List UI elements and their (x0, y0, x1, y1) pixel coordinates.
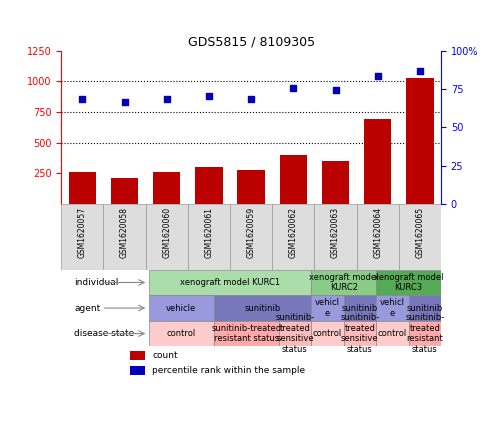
Text: GSM1620062: GSM1620062 (289, 207, 298, 258)
Bar (279, 321, 311, 346)
Point (374, 73, 382, 80)
Bar (111, 178, 138, 204)
Bar (195, 167, 222, 204)
Bar (214, 295, 311, 321)
Bar (376, 295, 409, 321)
Bar (315, 204, 357, 270)
Point (247, 96, 255, 102)
Bar (409, 295, 441, 321)
Text: percentile rank within the sample: percentile rank within the sample (152, 366, 306, 375)
Bar (343, 321, 376, 346)
Bar (214, 321, 279, 346)
Text: xenograft model KURC1: xenograft model KURC1 (180, 278, 280, 287)
Bar (149, 295, 214, 321)
Point (163, 96, 171, 102)
Point (290, 85, 297, 92)
Text: control: control (378, 329, 407, 338)
Bar (376, 270, 441, 295)
Text: sunitinib-
treated
resistant
status: sunitinib- treated resistant status (405, 313, 444, 354)
Bar (280, 155, 307, 204)
Text: sunitinib: sunitinib (245, 304, 281, 313)
Text: vehicl
e: vehicl e (315, 298, 340, 318)
Text: sunitinib-treated
resistant status: sunitinib-treated resistant status (211, 324, 281, 343)
Text: GSM1620063: GSM1620063 (331, 207, 340, 258)
Bar (129, 351, 145, 360)
Text: control: control (167, 329, 196, 338)
Bar (129, 366, 145, 375)
Bar (322, 160, 349, 204)
Title: GDS5815 / 8109305: GDS5815 / 8109305 (188, 35, 315, 48)
Point (205, 93, 213, 99)
Text: disease state: disease state (74, 329, 134, 338)
Bar (343, 295, 376, 321)
Text: GSM1620060: GSM1620060 (162, 207, 171, 258)
Bar (230, 204, 272, 270)
Bar (103, 204, 146, 270)
Bar (149, 270, 311, 295)
Bar (146, 204, 188, 270)
Text: control: control (313, 329, 342, 338)
Point (78, 96, 86, 102)
Bar (311, 270, 376, 295)
Text: sunitinib-
treated
sensitive
status: sunitinib- treated sensitive status (275, 313, 315, 354)
Text: sunitinib: sunitinib (407, 304, 443, 313)
Point (416, 68, 424, 75)
Bar (69, 173, 96, 204)
Text: vehicl
e: vehicl e (380, 298, 405, 318)
Text: count: count (152, 351, 178, 360)
Text: xenograft model
KURC2: xenograft model KURC2 (309, 273, 378, 292)
Bar (406, 78, 434, 204)
Bar (409, 321, 441, 346)
Text: sunitinib-
treated
sensitive
status: sunitinib- treated sensitive status (340, 313, 379, 354)
Bar (272, 204, 315, 270)
Point (121, 99, 128, 105)
Bar (357, 204, 399, 270)
Text: GSM1620057: GSM1620057 (78, 207, 87, 258)
Bar (188, 204, 230, 270)
Text: GSM1620064: GSM1620064 (373, 207, 382, 258)
Point (332, 86, 340, 93)
Text: agent: agent (74, 304, 100, 313)
Bar (311, 295, 343, 321)
Text: GSM1620061: GSM1620061 (204, 207, 214, 258)
Text: GSM1620059: GSM1620059 (246, 207, 256, 258)
Bar (61, 204, 103, 270)
Bar (238, 170, 265, 204)
Text: GSM1620058: GSM1620058 (120, 207, 129, 258)
Text: sunitinib: sunitinib (342, 304, 378, 313)
Text: xenograft model
KURC3: xenograft model KURC3 (374, 273, 443, 292)
Bar (311, 321, 343, 346)
Text: vehicle: vehicle (166, 304, 196, 313)
Bar (149, 321, 214, 346)
Bar (364, 119, 392, 204)
Text: individual: individual (74, 278, 119, 287)
Text: GSM1620065: GSM1620065 (416, 207, 424, 258)
Bar (153, 172, 180, 204)
Bar (399, 204, 441, 270)
Bar (376, 321, 409, 346)
